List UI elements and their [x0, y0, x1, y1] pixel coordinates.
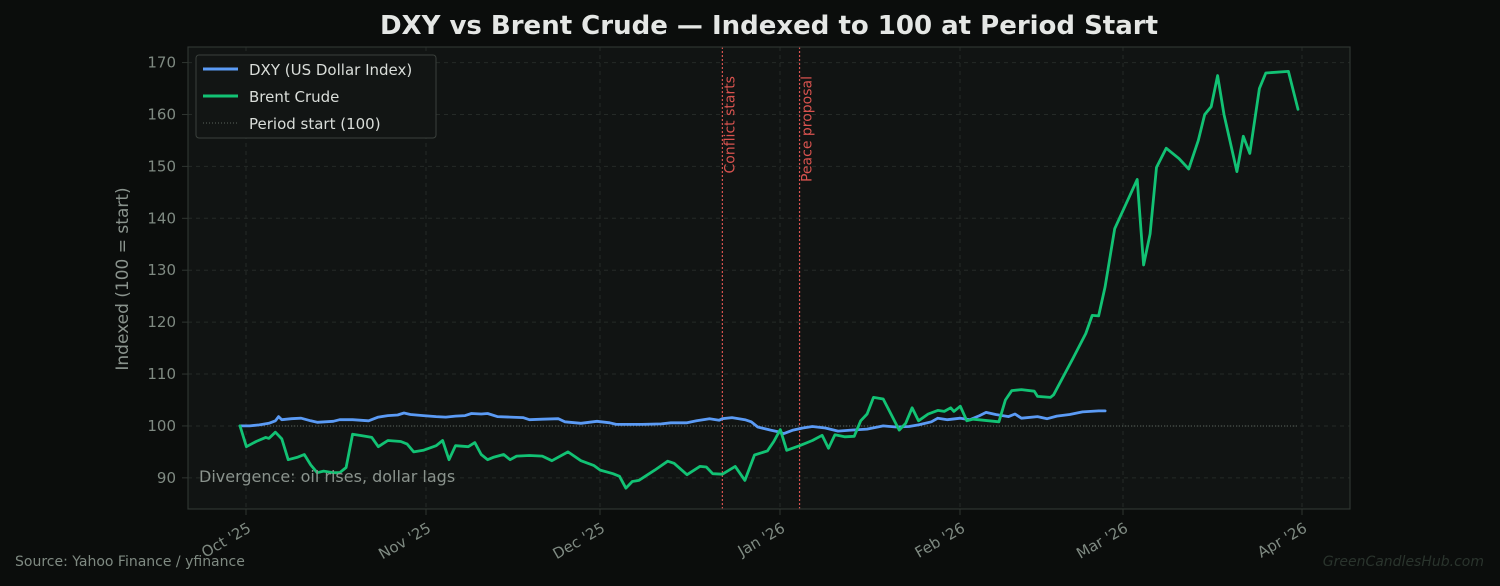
- y-tick-label: 130: [147, 261, 176, 279]
- plot-frame: [187, 46, 1351, 510]
- series-layer: [238, 70, 1300, 490]
- y-tick-label: 150: [147, 157, 176, 175]
- y-tick-label: 160: [147, 105, 176, 123]
- y-tick-label: 90: [157, 469, 176, 487]
- series-line-brent: [238, 70, 1300, 490]
- x-tick-label: Apr '26: [1254, 519, 1310, 562]
- source-note: Source: Yahoo Finance / yfinance: [15, 554, 245, 570]
- legend-label-dxy: DXY (US Dollar Index): [249, 61, 412, 79]
- series-line-dxy: [238, 409, 1107, 436]
- chart-title: DXY vs Brent Crude — Indexed to 100 at P…: [380, 11, 1158, 41]
- y-tick-label: 170: [147, 54, 176, 72]
- event-label: Conflict starts: [722, 76, 738, 173]
- x-tick-label: Nov '25: [375, 519, 434, 563]
- x-tick-label: Feb '26: [912, 519, 968, 562]
- x-tick-label: Mar '26: [1073, 519, 1131, 563]
- y-tick-label: 100: [147, 417, 176, 435]
- event-label: Peace proposal: [800, 76, 816, 182]
- x-tick-label: Jan '26: [734, 519, 788, 561]
- chart-annotation: Divergence: oil rises, dollar lags: [199, 467, 455, 486]
- legend-label-brent: Brent Crude: [249, 88, 339, 106]
- x-axis: Oct '25 Nov '25 Dec '25 Jan '26 Feb '26 Mar '…: [198, 509, 1310, 563]
- y-tick-label: 140: [147, 209, 176, 227]
- y-axis: 90 100 110 120 130 140 150 160 170: [147, 54, 188, 487]
- y-tick-label: 120: [147, 313, 176, 331]
- y-axis-label: Indexed (100 = start): [113, 187, 133, 370]
- watermark: GreenCandlesHub.com: [1322, 554, 1484, 570]
- legend-label-baseline: Period start (100): [249, 115, 381, 133]
- legend: DXY (US Dollar Index) Brent Crude Period…: [195, 54, 437, 139]
- x-tick-label: Dec '25: [550, 519, 608, 563]
- y-tick-label: 110: [147, 365, 176, 383]
- event-markers: Conflict starts Peace proposal: [721, 47, 816, 509]
- legend-box: [195, 54, 437, 139]
